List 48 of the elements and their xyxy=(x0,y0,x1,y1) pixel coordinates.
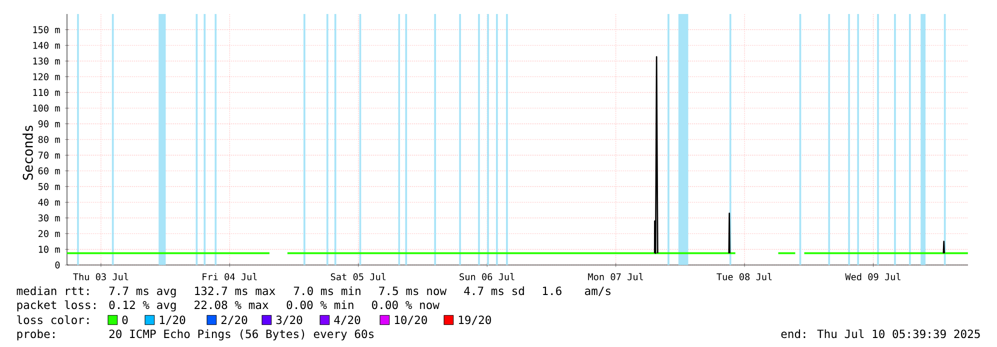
legend-label: 19/20 xyxy=(458,316,491,326)
x-tick-label: Thu 03 Jul xyxy=(73,273,128,280)
text: 0.00 % now xyxy=(372,300,440,310)
legend-label: 10/20 xyxy=(394,316,427,326)
y-tick-label: 70 m xyxy=(38,152,60,159)
legend-label: 4/20 xyxy=(334,316,360,326)
text: 132.7 ms max xyxy=(195,286,276,296)
x-tick-label: Mon 07 Jul xyxy=(588,273,644,280)
x-tick-label: Tue 08 Jul xyxy=(716,273,772,280)
text: end: Thu Jul 10 05:39:39 2025 xyxy=(781,329,980,338)
y-tick-label: 30 m xyxy=(38,214,60,222)
x-tick-label: Wed 09 Jul xyxy=(845,273,900,280)
text: 22.08 % max xyxy=(194,300,268,310)
y-axis-title: Seconds xyxy=(22,126,33,180)
x-tick-label: Fri 04 Jul xyxy=(202,273,257,280)
text: 20 ICMP Echo Pings (56 Bytes) every 60s xyxy=(109,329,374,340)
y-tick-label: 50 m xyxy=(38,183,60,190)
y-tick-label: 10 m xyxy=(38,246,60,253)
y-tick-label: 60 m xyxy=(38,167,60,174)
x-tick-label: Sat 05 Jul xyxy=(330,273,386,280)
y-tick-label: 140 m xyxy=(33,42,60,49)
text: 0.12 % avg xyxy=(109,300,176,312)
text: 1.6 xyxy=(543,286,562,296)
y-tick-label: 110 m xyxy=(33,88,60,96)
y-tick-label: 0 xyxy=(55,261,60,269)
text: 7.5 ms now xyxy=(379,286,447,296)
text: 4.7 ms sd xyxy=(464,286,524,296)
legend-label: 3/20 xyxy=(276,316,302,326)
text: packet loss: xyxy=(17,300,96,312)
text: 0.00 % min xyxy=(286,300,354,310)
y-tick-label: 120 m xyxy=(33,73,60,80)
legend-label: 0 xyxy=(122,316,128,324)
text: probe: xyxy=(17,329,54,340)
y-tick-label: 150 m xyxy=(33,26,60,34)
y-tick-label: 40 m xyxy=(38,198,60,206)
text: 7.0 ms min xyxy=(294,286,360,296)
y-tick-label: 90 m xyxy=(38,120,60,128)
legend-label: 2/20 xyxy=(221,316,248,326)
y-tick-label: 130 m xyxy=(33,58,60,65)
x-tick-label: Sun 06 Jul xyxy=(460,273,514,280)
y-tick-label: 100 m xyxy=(33,104,60,112)
legend-label: 1/20 xyxy=(160,316,186,326)
y-tick-label: 20 m xyxy=(38,230,60,238)
text: 7.7 ms avg xyxy=(109,286,176,298)
y-tick-label: 80 m xyxy=(38,136,60,144)
text: median rtt: xyxy=(16,286,89,296)
text: am/s xyxy=(585,286,610,296)
text: loss color: xyxy=(17,315,89,324)
